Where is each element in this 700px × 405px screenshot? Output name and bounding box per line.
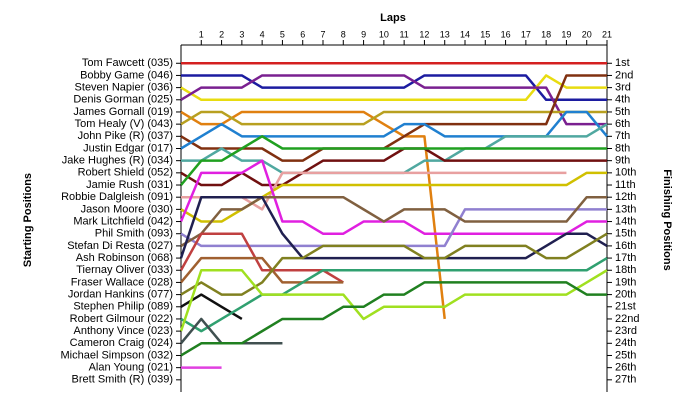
y2-tick-label: 3rd <box>615 82 631 94</box>
legend-label: Tom Healy (V) (043) <box>75 118 173 130</box>
x-tick-label: 6 <box>300 29 305 39</box>
y2-tick-label: 24th <box>615 337 636 349</box>
legend-label: Brett Smith (R) (039) <box>72 374 173 386</box>
legend-label: Stephen Philip (089) <box>73 301 173 313</box>
y2-tick-label: 26th <box>615 362 636 374</box>
x-tick-label: 12 <box>419 29 429 39</box>
series-line <box>180 135 607 186</box>
series-line <box>180 74 607 126</box>
series-line <box>179 232 344 284</box>
series-line <box>180 110 446 320</box>
y2-tick-label: 9th <box>615 155 630 167</box>
x-tick-label: 7 <box>320 29 325 39</box>
legend-label: Jason Moore (030) <box>81 203 173 215</box>
series-line <box>180 74 607 162</box>
y2-tick-label: 8th <box>615 142 630 154</box>
y2-tick-label: 21st <box>615 301 636 313</box>
x-tick-label: 14 <box>460 29 470 39</box>
legend-label: Ash Robinson (068) <box>76 252 173 264</box>
y2-tick-label: 13th <box>615 203 636 215</box>
legend-label: John Pike (R) (037) <box>78 130 173 142</box>
y2-tick-label: 16th <box>615 240 636 252</box>
legend-label: Jordan Hankins (077) <box>68 289 173 301</box>
y2-tick-label: 12th <box>615 191 636 203</box>
series-line <box>180 232 608 296</box>
legend-label: Anthony Vince (023) <box>74 325 173 337</box>
x-tick-label: 16 <box>501 29 511 39</box>
legend-label: Bobby Game (046) <box>80 69 173 81</box>
x-tick-label: 3 <box>239 29 244 39</box>
legend-label: Denis Gorman (025) <box>73 94 173 106</box>
x-tick-label: 17 <box>521 29 531 39</box>
series-line <box>179 268 608 332</box>
x-tick-label: 4 <box>260 29 265 39</box>
legend-label: Stefan Di Resta (027) <box>67 240 173 252</box>
x-tick-label: 9 <box>361 29 366 39</box>
legend-label: Robbie Dalgleish (091) <box>61 191 173 203</box>
x-tick-label: 1 <box>199 29 204 39</box>
y2-tick-label: 1st <box>615 57 630 69</box>
y2-tick-label: 14th <box>615 215 636 227</box>
y2-tick-label: 20th <box>615 289 636 301</box>
y2-tick-label: 19th <box>615 276 636 288</box>
y2-tick-label: 15th <box>615 228 636 240</box>
x-tick-label: 11 <box>399 29 408 39</box>
legend-label: James Gornall (019) <box>73 106 173 118</box>
legend-label: Tiernay Oliver (033) <box>76 264 173 276</box>
series-line <box>180 110 607 126</box>
legend-label: Michael Simpson (032) <box>61 349 174 361</box>
legend-label: Jamie Rush (031) <box>86 179 173 191</box>
legend-label: Alan Young (021) <box>89 362 173 374</box>
x-tick-label: 15 <box>480 29 490 39</box>
chart-title: Laps <box>380 12 406 24</box>
x-tick-label: 21 <box>602 29 612 39</box>
y2-tick-label: 6th <box>615 118 630 130</box>
y2-tick-label: 22nd <box>615 313 639 325</box>
x-tick-label: 5 <box>280 29 285 39</box>
legend-label: Mark Litchfield (042) <box>73 215 173 227</box>
x-tick-label: 8 <box>341 29 346 39</box>
y2-axis-title: Finishing Positions <box>661 169 673 270</box>
y2-tick-label: 7th <box>615 130 630 142</box>
x-tick-label: 20 <box>582 29 592 39</box>
legend-label: Cameron Craig (024) <box>70 337 173 349</box>
series-line <box>180 256 344 284</box>
y2-tick-label: 25th <box>615 349 636 361</box>
legend-label: Fraser Wallace (028) <box>71 276 173 288</box>
x-tick-label: 13 <box>440 29 450 39</box>
x-tick-label: 2 <box>219 29 224 39</box>
y2-tick-label: 27th <box>615 374 636 386</box>
series-line <box>180 195 607 247</box>
legend-label: Phil Smith (093) <box>95 228 173 240</box>
legend-label: Tom Fawcett (035) <box>82 57 173 69</box>
y-axis-title: Starting Positions <box>22 173 34 267</box>
series-line <box>180 147 607 187</box>
y2-tick-label: 18th <box>615 264 636 276</box>
y2-tick-label: 11th <box>615 179 636 191</box>
x-tick-label: 10 <box>379 29 389 39</box>
legend-label: Jake Hughes (R) (034) <box>62 155 173 167</box>
legend-label: Robert Shield (052) <box>78 167 173 179</box>
series-line <box>180 281 607 357</box>
y2-tick-label: 10th <box>615 167 636 179</box>
series-line <box>179 159 607 235</box>
y2-tick-label: 23rd <box>615 325 637 337</box>
x-tick-label: 18 <box>541 29 551 39</box>
series-line <box>180 256 608 333</box>
series-line <box>181 171 567 211</box>
legend-label: Steven Napier (036) <box>75 82 173 94</box>
x-tick-label: 19 <box>561 29 571 39</box>
legend-label: Justin Edgar (017) <box>83 142 173 154</box>
y2-tick-label: 4th <box>615 94 630 106</box>
y2-tick-label: 17th <box>615 252 636 264</box>
legend-label: Robert Gilmour (022) <box>70 313 173 325</box>
y2-tick-label: 2nd <box>615 69 633 81</box>
y2-tick-label: 5th <box>615 106 630 118</box>
